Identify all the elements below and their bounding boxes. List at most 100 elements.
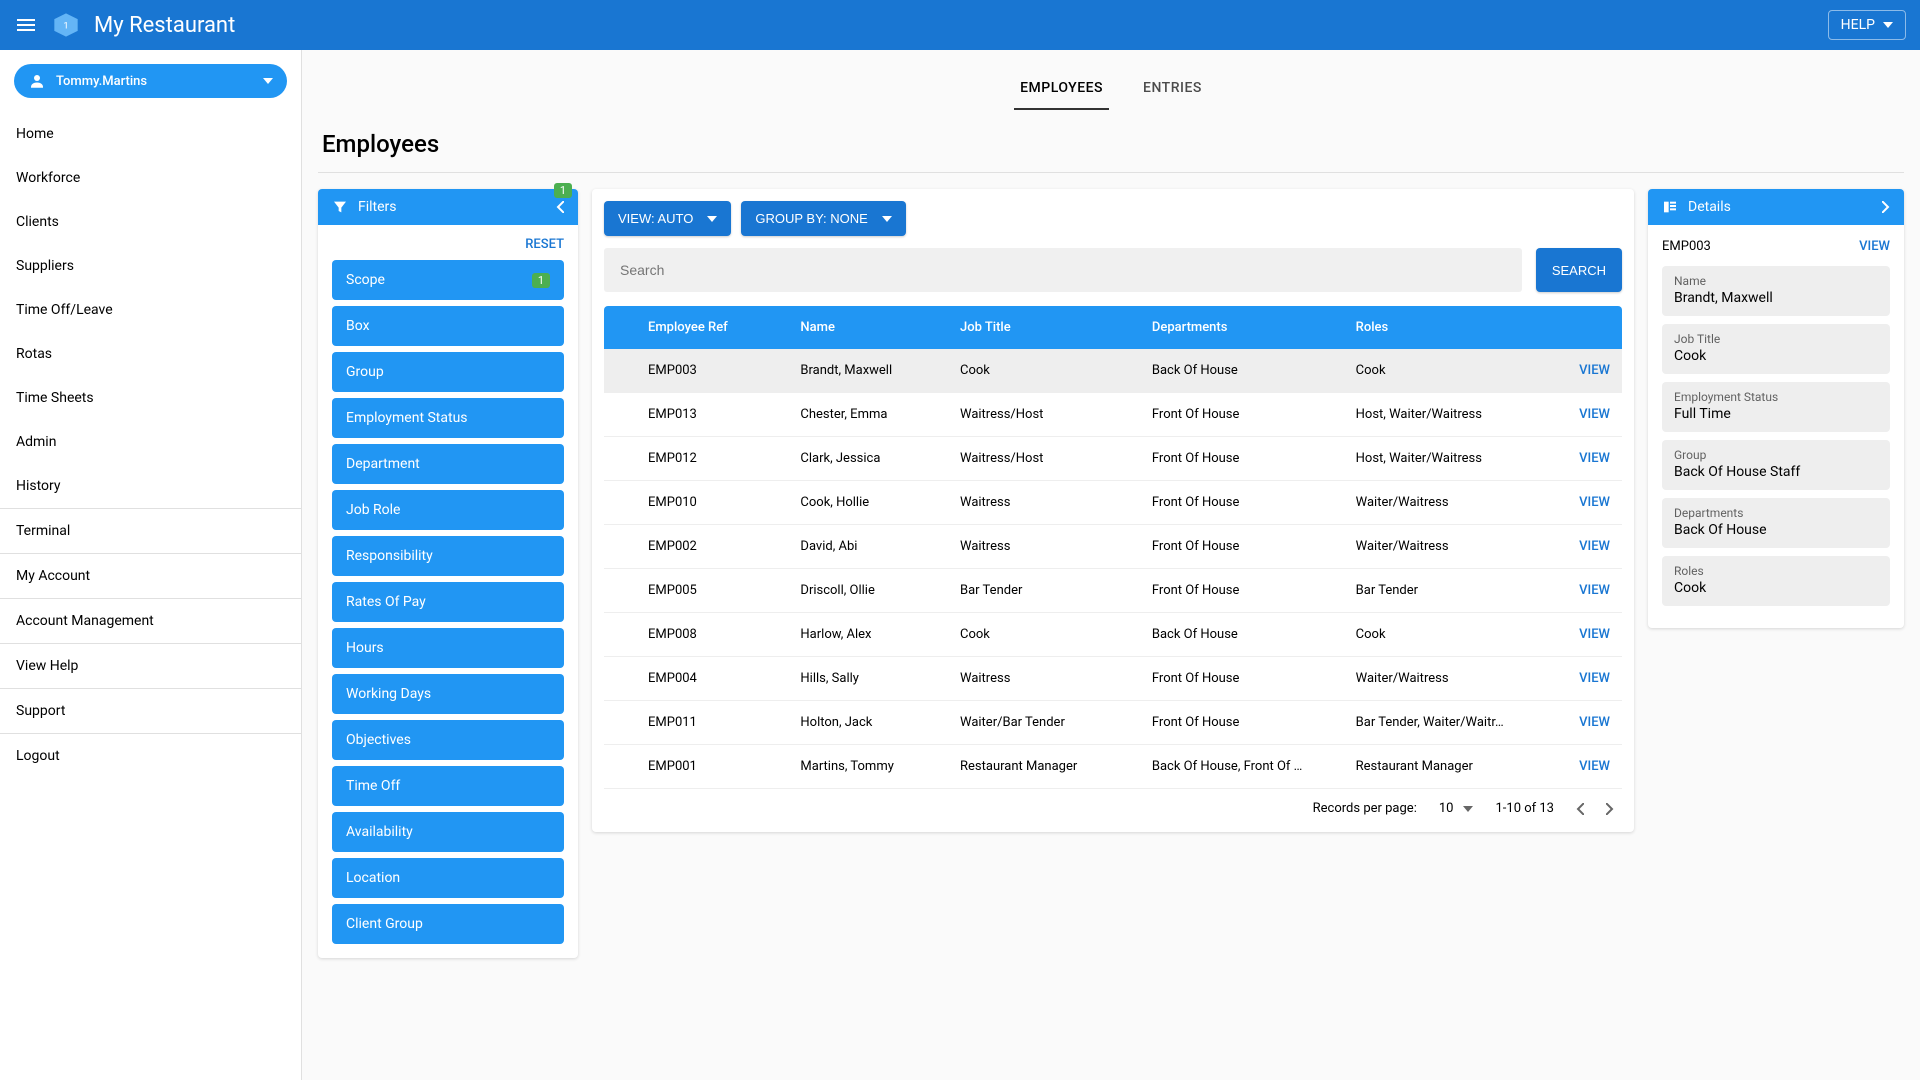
cell-roles: Host, Waiter/Waitress [1344,437,1548,481]
view-button[interactable]: VIEW [1579,671,1610,686]
column-header[interactable]: Departments [1140,306,1344,349]
nav-item-time-sheets[interactable]: Time Sheets [0,376,301,420]
filter-group[interactable]: Group [332,352,564,392]
filter-client-group[interactable]: Client Group [332,904,564,944]
filter-employment-status[interactable]: Employment Status [332,398,564,438]
chevron-down-icon [263,78,273,84]
filter-availability[interactable]: Availability [332,812,564,852]
nav-item-logout[interactable]: Logout [0,733,301,778]
column-header[interactable]: Roles [1344,306,1548,349]
detail-label: Departments [1674,506,1878,520]
filter-box[interactable]: Box [332,306,564,346]
tab-employees[interactable]: EMPLOYEES [1014,68,1109,110]
view-button[interactable]: VIEW [1579,627,1610,642]
table-row[interactable]: EMP001Martins, TommyRestaurant ManagerBa… [604,745,1622,789]
cell-roles: Cook [1344,349,1548,393]
table-row[interactable]: EMP002David, AbiWaitressFront Of HouseWa… [604,525,1622,569]
help-button[interactable]: HELP [1828,10,1906,40]
user-name: Tommy.Martins [56,74,147,89]
nav-item-account-management[interactable]: Account Management [0,598,301,643]
filter-working-days[interactable]: Working Days [332,674,564,714]
cell-job: Waitress [948,481,1140,525]
cell-ref: EMP002 [604,525,788,569]
appbar: 1 My Restaurant HELP [0,0,1920,50]
pagination: Records per page: 10 1-10 of 13 [604,789,1622,820]
table-row[interactable]: EMP005Driscoll, OllieBar TenderFront Of … [604,569,1622,613]
filter-label: Client Group [346,916,423,932]
table-row[interactable]: EMP011Holton, JackWaiter/Bar TenderFront… [604,701,1622,745]
filters-badge: 1 [554,183,572,198]
cell-dept: Back Of House [1140,613,1344,657]
cell-ref: EMP008 [604,613,788,657]
cell-name: Chester, Emma [788,393,948,437]
search-input[interactable] [604,248,1522,292]
filter-objectives[interactable]: Objectives [332,720,564,760]
column-header[interactable] [1547,306,1622,349]
view-button[interactable]: VIEW [1579,363,1610,378]
filter-time-off[interactable]: Time Off [332,766,564,806]
cell-ref: EMP011 [604,701,788,745]
nav-item-history[interactable]: History [0,464,301,508]
filter-responsibility[interactable]: Responsibility [332,536,564,576]
filter-department[interactable]: Department [332,444,564,484]
table-row[interactable]: EMP004Hills, SallyWaitressFront Of House… [604,657,1622,701]
filter-scope[interactable]: Scope1 [332,260,564,300]
cell-ref: EMP004 [604,657,788,701]
table-row[interactable]: EMP003Brandt, MaxwellCookBack Of HouseCo… [604,349,1622,393]
svg-text:1: 1 [63,21,68,32]
view-button[interactable]: VIEW [1579,495,1610,510]
filters-header[interactable]: Filters 1 [318,189,578,225]
view-button[interactable]: VIEW [1579,583,1610,598]
dropdown-icon [707,216,717,222]
filter-rates-of-pay[interactable]: Rates Of Pay [332,582,564,622]
filter-label: Responsibility [346,548,433,564]
view-button[interactable]: VIEW [1579,407,1610,422]
details-header[interactable]: Details [1648,189,1904,225]
filter-hours[interactable]: Hours [332,628,564,668]
user-chip[interactable]: Tommy.Martins [14,64,287,98]
column-header[interactable]: Employee Ref [604,306,788,349]
filter-label: Working Days [346,686,431,702]
nav-item-support[interactable]: Support [0,688,301,733]
column-header[interactable]: Job Title [948,306,1140,349]
filter-location[interactable]: Location [332,858,564,898]
table-row[interactable]: EMP012Clark, JessicaWaitress/HostFront O… [604,437,1622,481]
table-row[interactable]: EMP010Cook, HollieWaitressFront Of House… [604,481,1622,525]
nav-item-time-off-leave[interactable]: Time Off/Leave [0,288,301,332]
view-button[interactable]: VIEW [1579,715,1610,730]
reset-button[interactable]: RESET [525,237,564,252]
nav-item-terminal[interactable]: Terminal [0,508,301,553]
main: EMPLOYEES ENTRIES Employees Filters 1 RE… [302,50,1920,1080]
nav-item-view-help[interactable]: View Help [0,643,301,688]
view-button[interactable]: VIEW [1579,451,1610,466]
nav-item-workforce[interactable]: Workforce [0,156,301,200]
cell-job: Waitress/Host [948,393,1140,437]
column-header[interactable]: Name [788,306,948,349]
nav-item-suppliers[interactable]: Suppliers [0,244,301,288]
detail-value: Full Time [1674,404,1878,422]
nav-item-my-account[interactable]: My Account [0,553,301,598]
cell-ref: EMP013 [604,393,788,437]
groupby-dropdown[interactable]: GROUP BY: NONE [741,201,905,236]
search-button[interactable]: SEARCH [1536,248,1622,292]
prev-page-icon[interactable] [1576,803,1584,815]
view-button[interactable]: VIEW [1579,759,1610,774]
menu-icon[interactable] [14,13,38,37]
details-view-button[interactable]: VIEW [1859,239,1890,254]
filter-label: Location [346,870,400,886]
cell-name: Martins, Tommy [788,745,948,789]
view-button[interactable]: VIEW [1579,539,1610,554]
nav-item-clients[interactable]: Clients [0,200,301,244]
view-dropdown[interactable]: VIEW: AUTO [604,201,731,236]
tab-entries[interactable]: ENTRIES [1137,68,1208,110]
filter-label: Job Role [346,502,400,518]
page-size-select[interactable]: 10 [1439,801,1474,816]
table-row[interactable]: EMP013Chester, EmmaWaitress/HostFront Of… [604,393,1622,437]
next-page-icon[interactable] [1606,803,1614,815]
cell-ref: EMP003 [604,349,788,393]
nav-item-rotas[interactable]: Rotas [0,332,301,376]
filter-job-role[interactable]: Job Role [332,490,564,530]
nav-item-admin[interactable]: Admin [0,420,301,464]
nav-item-home[interactable]: Home [0,112,301,156]
table-row[interactable]: EMP008Harlow, AlexCookBack Of HouseCookV… [604,613,1622,657]
